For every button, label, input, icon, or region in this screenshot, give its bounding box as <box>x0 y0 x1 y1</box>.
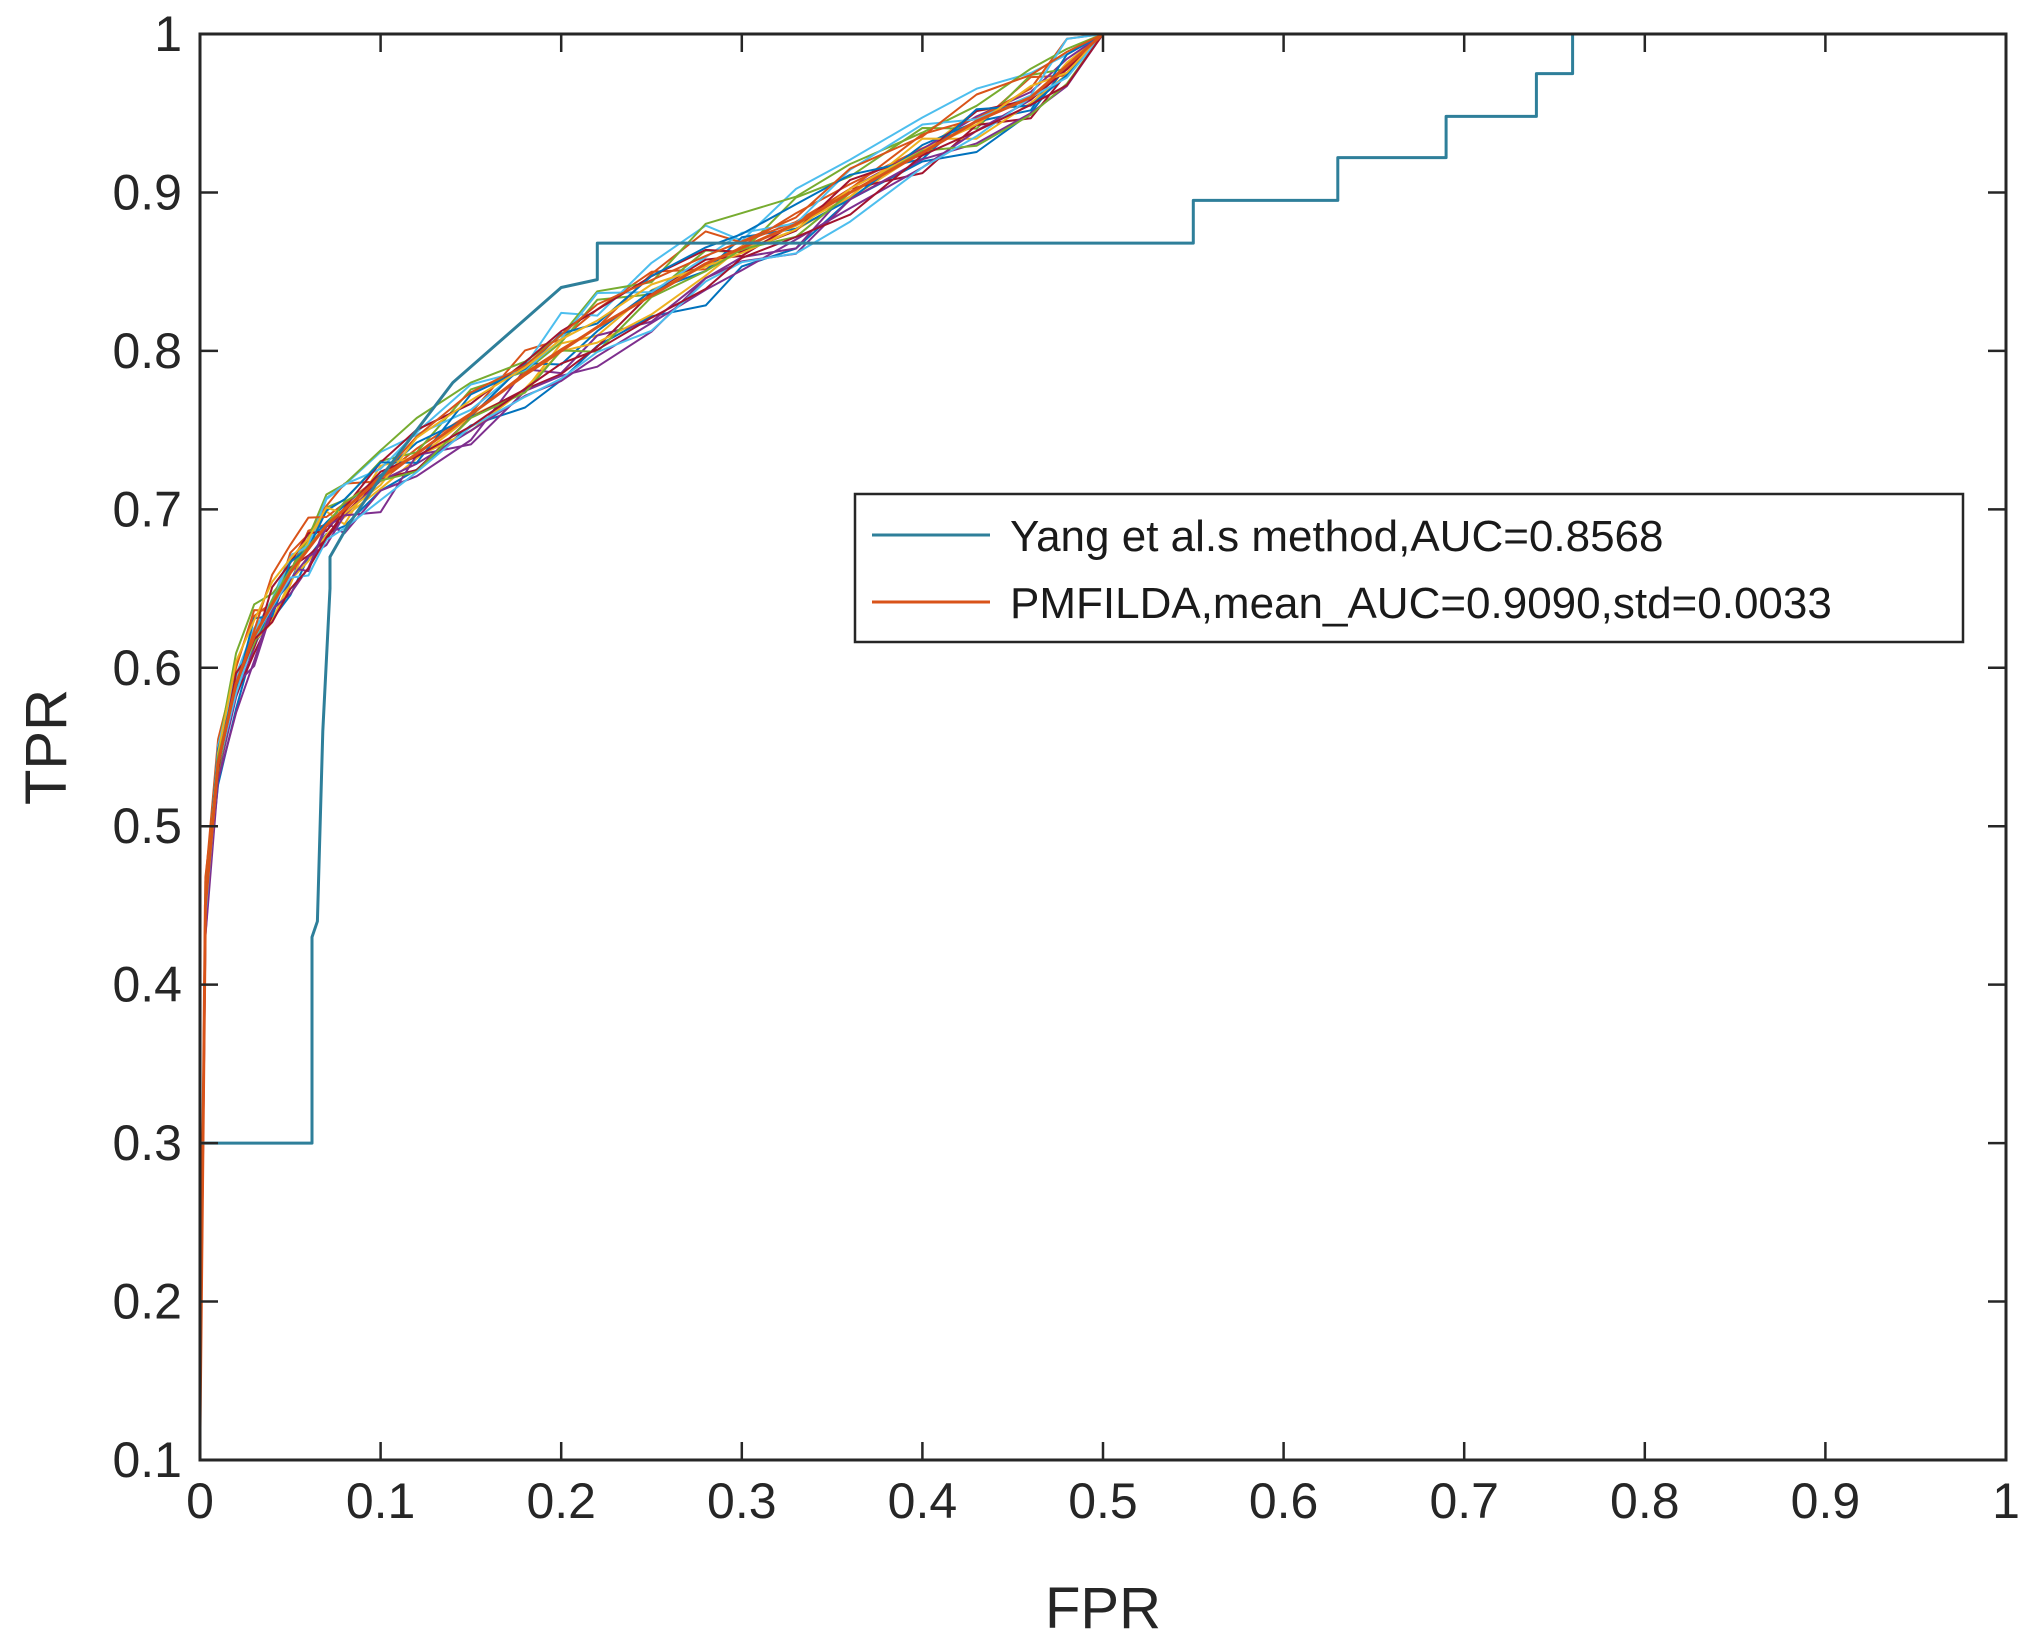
x-tick-label: 0.8 <box>1610 1473 1680 1529</box>
x-tick-label: 0.5 <box>1068 1473 1138 1529</box>
x-tick-label: 0.7 <box>1429 1473 1499 1529</box>
x-tick-label: 0 <box>186 1473 214 1529</box>
x-tick-label: 0.4 <box>888 1473 958 1529</box>
x-tick-label: 0.6 <box>1249 1473 1319 1529</box>
plot-area <box>200 34 2006 1460</box>
x-tick-label: 1 <box>1992 1473 2020 1529</box>
y-tick-label: 0.1 <box>112 1432 182 1488</box>
yang-curve <box>200 34 2006 1460</box>
run-curve <box>200 34 2006 1429</box>
y-tick-label: 0.4 <box>112 957 182 1013</box>
y-tick-label: 0.3 <box>112 1115 182 1171</box>
pmfilda-mean-curve <box>200 34 2006 1429</box>
tick-labels-layer: 0 0.1 0.2 0.3 0.4 0.5 0.6 0.7 0.8 0.9 10.10.20.30.… <box>112 6 2019 1529</box>
x-tick-label: 0.9 <box>1791 1473 1861 1529</box>
legend-box <box>853 492 1965 644</box>
x-tick-label: 0.1 <box>346 1473 416 1529</box>
run-curve <box>200 34 2006 1429</box>
ticks-layer <box>198 32 2008 1462</box>
curves-layer <box>200 34 2006 1460</box>
run-curve <box>200 34 2006 1429</box>
y-axis-title: TPR <box>14 689 79 805</box>
y-tick-label: 1 <box>154 6 182 62</box>
y-tick-label: 0.2 <box>112 1274 182 1330</box>
x-axis-title: FPR <box>1045 1576 1161 1641</box>
legend: Yang et al.s method,AUC=0.8568 PMFILDA,m… <box>853 492 1965 644</box>
y-tick-label: 0.6 <box>112 640 182 696</box>
legend-label-yang: Yang et al.s method,AUC=0.8568 <box>1010 512 1664 561</box>
run-curve <box>200 34 2006 1429</box>
y-tick-label: 0.8 <box>112 323 182 379</box>
y-tick-label: 0.5 <box>112 798 182 854</box>
y-tick-label: 0.9 <box>112 164 182 220</box>
y-tick-label: 0.7 <box>112 481 182 537</box>
legend-label-pmfilda: PMFILDA,mean_AUC=0.9090,std=0.0033 <box>1010 579 1832 628</box>
x-tick-label: 0.2 <box>526 1473 596 1529</box>
x-tick-label: 0.3 <box>707 1473 777 1529</box>
